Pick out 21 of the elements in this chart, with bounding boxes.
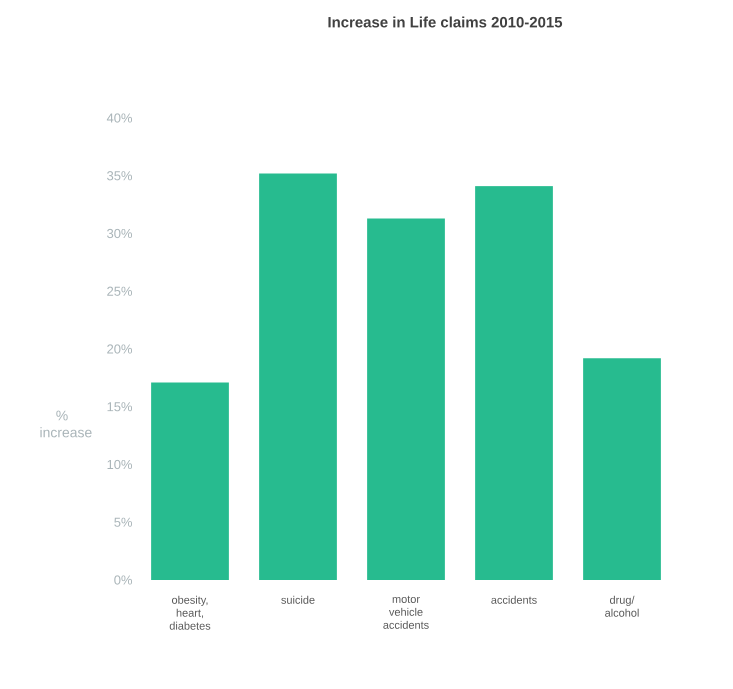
y-tick-label: 40%	[106, 113, 132, 123]
y-tick-label: 25%	[107, 286, 132, 296]
y-tick-label: 30%	[107, 228, 132, 238]
chart-title: Increase in Life claims 2010-2015	[328, 16, 562, 28]
y-tick-label: 0%	[114, 575, 132, 585]
x-tick-label: obesity, heart, diabetes	[170, 596, 210, 630]
bar	[259, 173, 337, 580]
x-tick-label: drug/ alcohol	[605, 596, 639, 617]
x-tick-label: suicide	[281, 596, 315, 604]
bar	[151, 382, 229, 580]
bar	[475, 186, 553, 580]
x-tick-label: accidents	[491, 596, 537, 604]
y-tick-label: 15%	[108, 402, 132, 412]
y-tick-label: 20%	[107, 344, 132, 354]
y-tick-label: 10%	[108, 460, 132, 470]
y-axis-title: % increase	[40, 410, 92, 438]
x-tick-label: motor vehicle accidents	[383, 596, 429, 629]
bar	[583, 358, 661, 580]
y-tick-label: 5%	[114, 518, 132, 527]
y-tick-label: 35%	[107, 171, 132, 180]
bar	[367, 218, 445, 580]
